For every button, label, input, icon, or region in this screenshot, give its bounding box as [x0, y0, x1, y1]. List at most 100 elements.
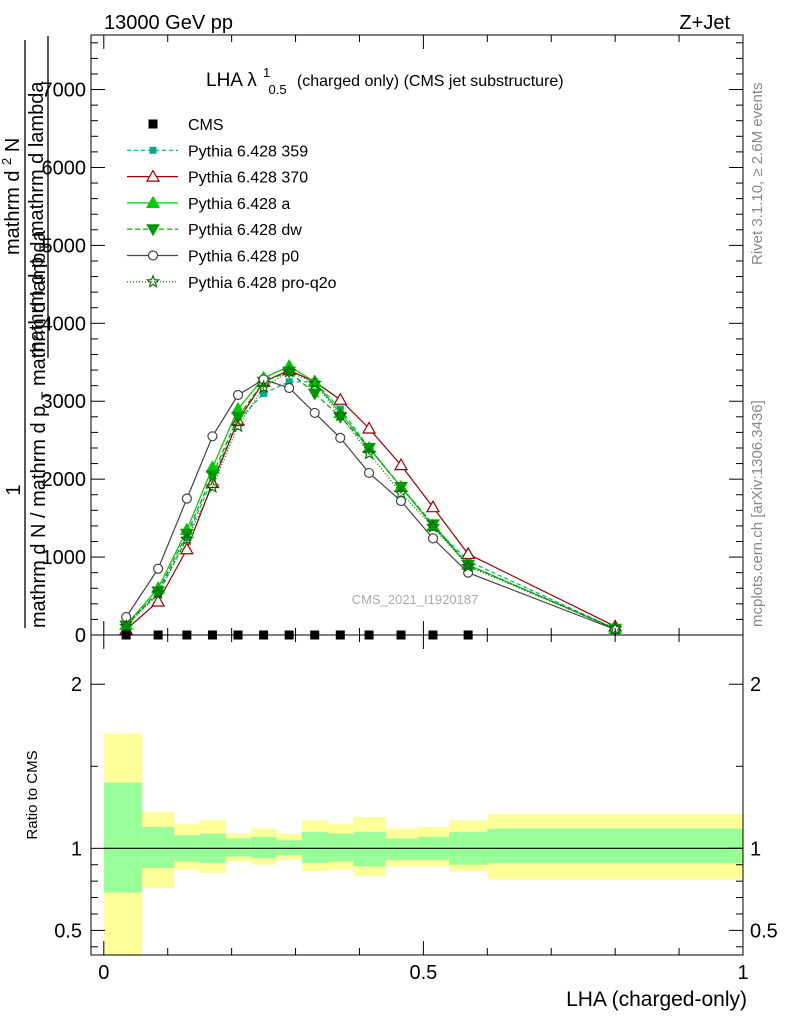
series-point	[153, 563, 164, 574]
ratio-band-green	[327, 833, 354, 862]
series-point	[425, 499, 441, 513]
legend-marker	[146, 224, 160, 237]
series-point	[205, 479, 220, 494]
legend-label: Pythia 6.428 359	[188, 143, 308, 160]
series-point	[335, 432, 346, 443]
legend-marker	[148, 119, 158, 129]
ratio-panel-frame	[90, 634, 744, 956]
series-point	[425, 519, 441, 533]
series-point	[427, 533, 439, 544]
series-point	[232, 389, 244, 401]
side-text-rivet: Rivet 3.1.10, ≥ 2.6M events	[749, 83, 766, 266]
legend-entry: Pythia 6.428 359	[127, 143, 308, 160]
series-point	[395, 495, 407, 507]
main-y-tick-label: 1000	[42, 547, 87, 569]
ratio-band-green	[250, 836, 277, 859]
series-point	[285, 378, 293, 386]
series-point	[260, 389, 268, 397]
series-point	[207, 431, 218, 442]
legend-label: Pythia 6.428 p0	[188, 249, 299, 266]
plot-title-suffix: (charged only) (CMS jet substructure)	[297, 73, 564, 90]
series-pythia-6-428-pro-q2o	[119, 364, 623, 635]
series-point	[307, 375, 322, 390]
ratio-y-axis-title: Ratio to CMS	[24, 750, 41, 839]
ratio-y-tick-label-right: 0.5	[750, 920, 778, 942]
series-point	[333, 407, 348, 422]
series-point	[181, 493, 192, 504]
series-point	[284, 382, 295, 394]
y-title-denominator: mathrm d N / mathrm d p T mathrm d lambd…	[28, 230, 56, 628]
series-point	[363, 467, 375, 479]
series-point	[460, 558, 476, 573]
series-point	[151, 594, 166, 607]
y-title-frac2-denominator: mathrm d p T mathrm d lambda	[26, 81, 54, 358]
main-y-axis-title: 1 mathrm d N / mathrm d p T mathrm d lam…	[0, 36, 56, 628]
energy-label: 13000 GeV pp	[104, 12, 233, 34]
ratio-band-green	[301, 831, 328, 864]
series-point	[362, 421, 377, 434]
main-y-tick-label: 0	[75, 625, 86, 647]
process-label: Z+Jet	[679, 12, 730, 34]
series-point	[119, 618, 134, 633]
legend-label: Pythia 6.428 a	[188, 196, 290, 213]
legend-entry: CMS	[148, 117, 224, 134]
series-point	[361, 445, 377, 460]
x-axis-title: LHA (charged-only)	[566, 988, 747, 1011]
y-title-one: 1	[3, 484, 25, 495]
main-y-tick-label: 2000	[42, 469, 87, 491]
series-point	[309, 407, 320, 419]
main-y-tick-label: 5000	[42, 235, 87, 257]
legend-marker	[145, 274, 161, 288]
series-point	[256, 379, 271, 394]
main-y-tick-label: 7000	[42, 80, 87, 102]
series-point	[231, 411, 245, 424]
ratio-y-tick-label: 1	[71, 838, 82, 860]
series-point	[205, 470, 220, 483]
plot-title-prefix: LHA λ	[206, 70, 257, 91]
plot-title-sup: 1	[263, 65, 270, 80]
legend: CMS Pythia 6.428 359 Pythia 6.428 370 Pythi…	[127, 117, 337, 292]
series-point	[179, 531, 195, 546]
main-y-tick-label: 4000	[42, 313, 87, 335]
ratio-band-green	[276, 840, 302, 855]
main-y-tick-label: 6000	[42, 157, 87, 179]
legend-marker	[147, 250, 159, 261]
analysis-id: CMS_2021_I1920187	[352, 592, 479, 607]
ratio-y-tick-label: 0.5	[54, 920, 82, 942]
legend-marker	[149, 146, 157, 154]
series-line	[125, 370, 616, 630]
series-point	[230, 418, 246, 433]
ratio-y-tick-label-right: 2	[750, 674, 761, 696]
side-text-mcplots: mcplots.cern.ch [arXiv:1306.3436]	[749, 400, 766, 627]
main-y-tick-label: 3000	[42, 391, 87, 413]
ratio-y-tick-label: 2	[71, 674, 82, 696]
series-point	[258, 374, 269, 385]
legend-entry: Pythia 6.428 370	[127, 169, 308, 187]
legend-label: Pythia 6.428 pro-q2o	[188, 275, 337, 292]
series-line	[125, 378, 616, 631]
y-title-frac2-numerator: mathrm d 2 N	[0, 138, 24, 255]
ratio-band-green	[353, 831, 386, 867]
ratio-band-green	[142, 827, 175, 869]
x-tick-label: 1	[737, 962, 748, 984]
series-point	[393, 485, 409, 500]
series-line	[125, 370, 616, 630]
series-point	[179, 542, 194, 555]
series-point	[307, 388, 322, 401]
legend-entry: Pythia 6.428 a	[127, 195, 290, 213]
legend-label: Pythia 6.428 370	[188, 170, 308, 187]
ratio-band-green	[225, 838, 251, 857]
ratio-band-green	[103, 782, 143, 893]
series-pythia-6-428-p0	[121, 374, 621, 635]
ratio-y-tick-label-right: 1	[750, 838, 761, 860]
x-tick-label: 0	[98, 962, 109, 984]
legend-label: Pythia 6.428 dw	[188, 222, 302, 239]
ratio-band-green	[487, 828, 743, 864]
legend-marker	[145, 195, 161, 208]
legend-label: CMS	[188, 117, 224, 134]
series-point	[282, 364, 297, 378]
legend-entry: Pythia 6.428 p0	[127, 249, 299, 266]
legend-marker	[145, 169, 161, 182]
plot-title-sub: 0.5	[269, 82, 287, 97]
